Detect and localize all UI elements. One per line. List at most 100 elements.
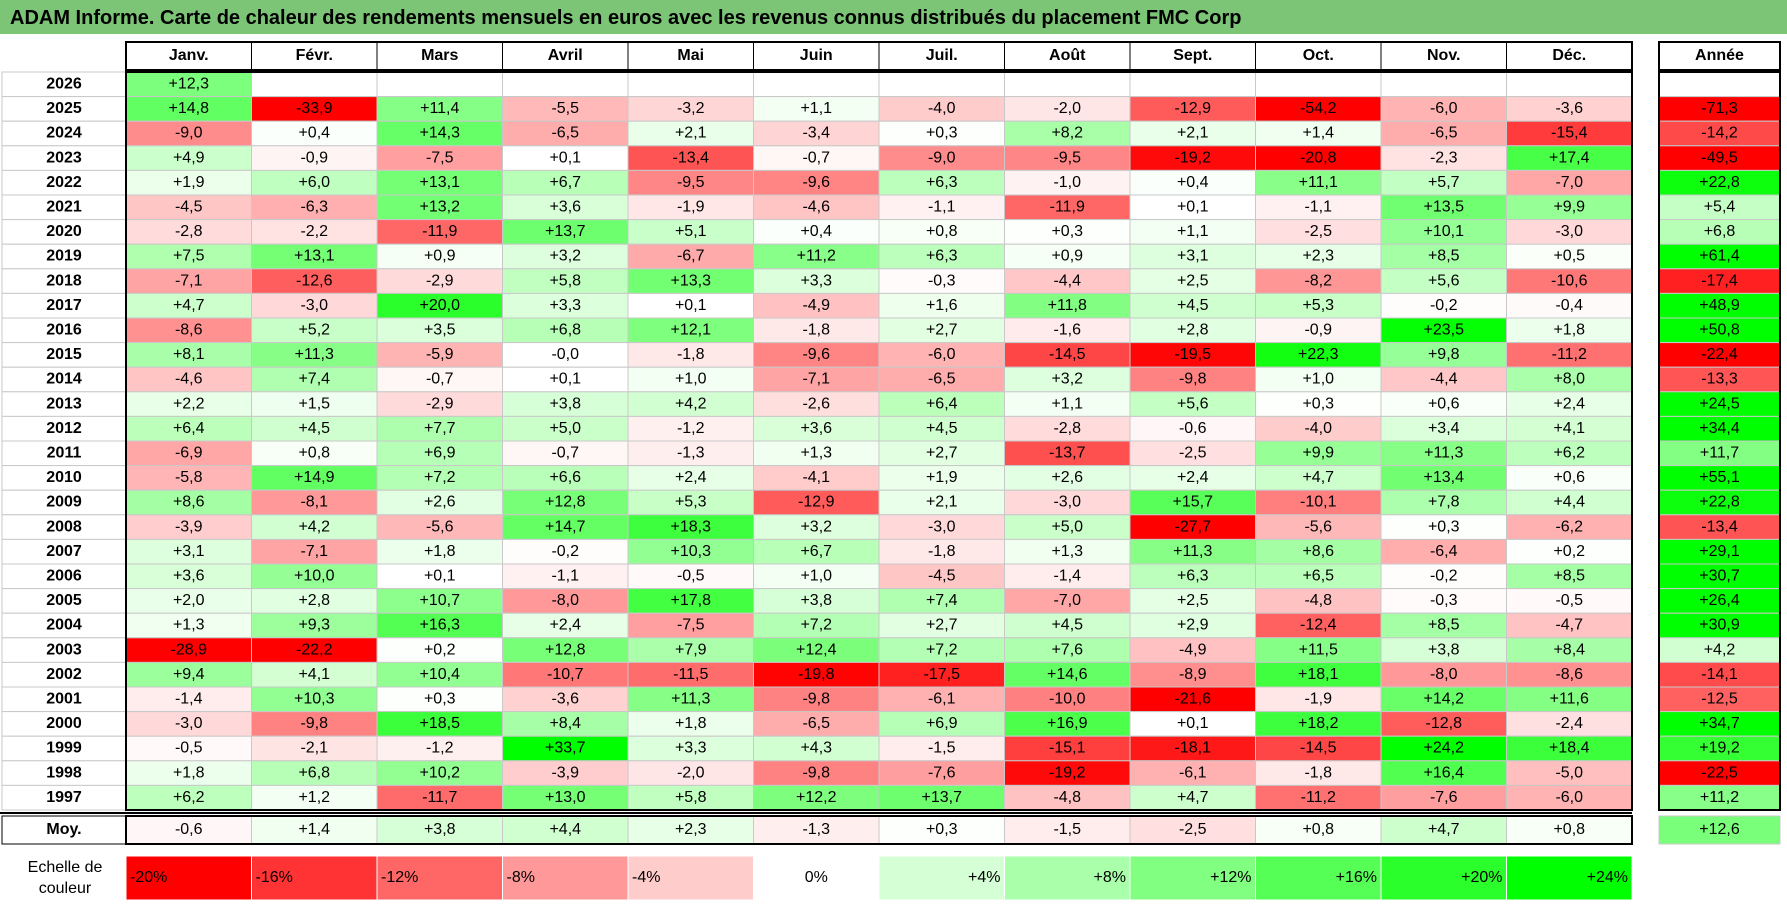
annual-frame — [1658, 71, 1781, 811]
cell-value: -1,4 — [175, 691, 203, 708]
cell-value: -21,6 — [1175, 691, 1212, 708]
cell-value: -9,5 — [1053, 149, 1081, 166]
heat-cell — [376, 711, 503, 737]
heat-cell — [502, 366, 629, 393]
cell-value: -7,0 — [1555, 174, 1583, 191]
annual-value: -14,2 — [1701, 125, 1738, 142]
cell-value: +12,8 — [545, 494, 586, 511]
cell-value: +6,0 — [298, 174, 330, 191]
heat-cell — [1129, 120, 1256, 147]
heat-cell — [1380, 563, 1507, 590]
heat-cell — [878, 538, 1005, 565]
cell-value: +10,7 — [420, 592, 461, 609]
cell-value: +7,2 — [424, 469, 456, 486]
scale-swatch — [376, 855, 503, 901]
cell-value: +0,1 — [424, 568, 456, 585]
cell-value: +6,6 — [549, 469, 581, 486]
cell-value: +18,4 — [1549, 740, 1590, 757]
heat-cell — [1129, 538, 1256, 565]
cell-value: -9,8 — [1179, 371, 1207, 388]
heat-cell — [1004, 760, 1131, 786]
heat-cell — [627, 342, 754, 368]
cell-value: -8,9 — [1179, 666, 1207, 683]
cell-value: -7,1 — [300, 543, 328, 560]
cell-value: +2,1 — [1177, 125, 1209, 142]
heat-cell — [627, 317, 754, 344]
heat-cell — [251, 71, 378, 98]
heat-cell — [502, 415, 629, 442]
cell-value: +4,5 — [926, 420, 958, 437]
cell-value: -1,9 — [1304, 691, 1332, 708]
cell-value: -6,1 — [1179, 764, 1207, 781]
scale-label-line1: Echelle de — [28, 859, 103, 876]
heat-cell — [1506, 588, 1633, 614]
heat-cell — [753, 342, 880, 368]
heat-cell — [502, 120, 629, 147]
cell-value: +6,3 — [926, 248, 958, 265]
cell-value: -3,2 — [677, 100, 705, 117]
cell-value: +2,9 — [1177, 617, 1209, 634]
cell-value: -1,1 — [551, 568, 579, 585]
cell-value: -22,2 — [296, 641, 333, 658]
cell-value: -2,8 — [175, 223, 203, 240]
cell-value: -8,0 — [551, 592, 579, 609]
cell-value: -6,7 — [677, 248, 705, 265]
heat-cell — [878, 194, 1005, 221]
year-label-cell — [1, 661, 127, 688]
cell-value: +2,5 — [1177, 272, 1209, 289]
annual-cell — [1658, 342, 1781, 368]
scale-swatch — [1129, 855, 1256, 901]
cell-value: -4,6 — [175, 371, 203, 388]
heat-cell — [502, 784, 629, 811]
cell-value: +0,1 — [549, 149, 581, 166]
year-label: 2012 — [46, 420, 82, 437]
heat-cell — [753, 292, 880, 319]
heat-cell — [1255, 588, 1382, 614]
cell-value: +3,5 — [424, 322, 456, 339]
heat-cell — [1004, 711, 1131, 737]
heat-cell — [1380, 760, 1507, 786]
cell-value: +7,9 — [675, 641, 707, 658]
year-label: 2008 — [46, 518, 82, 535]
cell-value: +8,1 — [173, 346, 205, 363]
heat-cell — [502, 317, 629, 344]
cell-value: +4,7 — [1177, 789, 1209, 806]
cell-value: -12,9 — [1175, 100, 1212, 117]
heat-cell — [251, 465, 378, 491]
heat-cell — [1255, 661, 1382, 688]
cell-value: -9,0 — [175, 125, 203, 142]
year-label: 1998 — [46, 764, 82, 781]
heat-cell — [125, 538, 252, 565]
cell-value: +4,3 — [800, 740, 832, 757]
heat-cell — [627, 169, 754, 196]
heat-cell — [878, 440, 1005, 467]
cell-value: -0,2 — [551, 543, 579, 560]
scale-swatch — [878, 855, 1005, 901]
cell-value: -6,4 — [1430, 543, 1458, 560]
year-label: 1997 — [46, 789, 82, 806]
cell-value: -0,5 — [677, 568, 705, 585]
heat-cell — [878, 415, 1005, 442]
heat-cell — [251, 735, 378, 762]
year-label: 2013 — [46, 395, 82, 412]
cell-value: -5,9 — [426, 346, 454, 363]
annual-cell — [1658, 268, 1781, 294]
cell-value: +12,3 — [169, 76, 210, 93]
cell-value: +9,8 — [1428, 346, 1460, 363]
cell-value: -4,7 — [1555, 617, 1583, 634]
cell-value: -19,2 — [1175, 149, 1212, 166]
heat-cell — [753, 391, 880, 417]
heat-cell — [1004, 71, 1131, 98]
cell-value: +0,1 — [549, 371, 581, 388]
heat-cell — [251, 96, 378, 122]
cell-value: -6,5 — [928, 371, 956, 388]
cell-value: +2,8 — [298, 592, 330, 609]
cell-value: -3,0 — [928, 518, 956, 535]
cell-value: +3,8 — [549, 395, 581, 412]
cell-value: -10,7 — [547, 666, 584, 683]
cell-value: +6,4 — [926, 395, 958, 412]
annual-value: +50,8 — [1699, 322, 1740, 339]
cell-value: +2,6 — [1051, 469, 1083, 486]
heat-cell — [1506, 711, 1633, 737]
heat-cell — [753, 71, 880, 98]
